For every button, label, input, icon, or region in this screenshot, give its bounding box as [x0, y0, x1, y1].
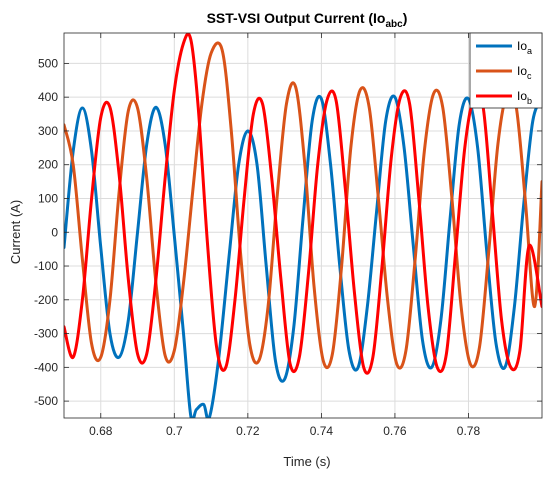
y-tick-label: -300 — [34, 327, 58, 341]
y-tick-label: -200 — [34, 293, 58, 307]
y-tick-label: 0 — [51, 225, 58, 239]
legend-label-io-c: Ioc — [517, 64, 532, 81]
y-tick-label: -100 — [34, 259, 58, 273]
series-line-io-c — [64, 41, 542, 370]
x-tick-label: 0.72 — [236, 424, 260, 438]
plot-area: 0.68 0.7 0.72 0.74 0.76 0.78 -500 -400 -300 -200 -… — [34, 32, 543, 438]
x-tick-label: 0.76 — [383, 424, 407, 438]
series-line-io-a — [64, 94, 542, 418]
y-tick-label: -500 — [34, 394, 58, 408]
y-tick-label: 400 — [38, 90, 58, 104]
y-tick-label: 300 — [38, 124, 58, 138]
y-tick-label: 500 — [38, 56, 58, 70]
legend-label-io-a: Ioa — [517, 39, 532, 56]
series-lines — [64, 33, 542, 418]
series-line-io-b — [64, 33, 542, 375]
axis-ticks: 0.68 0.7 0.72 0.74 0.76 0.78 -500 -400 -300 -200 -… — [34, 33, 542, 438]
x-tick-label: 0.68 — [89, 424, 113, 438]
legend: Ioa Ioc Iob — [469, 32, 543, 109]
chart-title: SST-VSI Output Current (Ioabc) — [207, 10, 408, 30]
axes-box — [63, 32, 543, 419]
y-tick-label: 200 — [38, 158, 58, 172]
legend-label-io-b: Iob — [517, 89, 532, 106]
x-tick-label: 0.7 — [166, 424, 183, 438]
y-tick-label: 100 — [38, 191, 58, 205]
y-axis-label: Current (A) — [8, 200, 23, 264]
x-tick-label: 0.78 — [457, 424, 481, 438]
x-tick-label: 0.74 — [310, 424, 334, 438]
x-axis-label: Time (s) — [283, 454, 330, 469]
y-tick-label: -400 — [34, 360, 58, 374]
